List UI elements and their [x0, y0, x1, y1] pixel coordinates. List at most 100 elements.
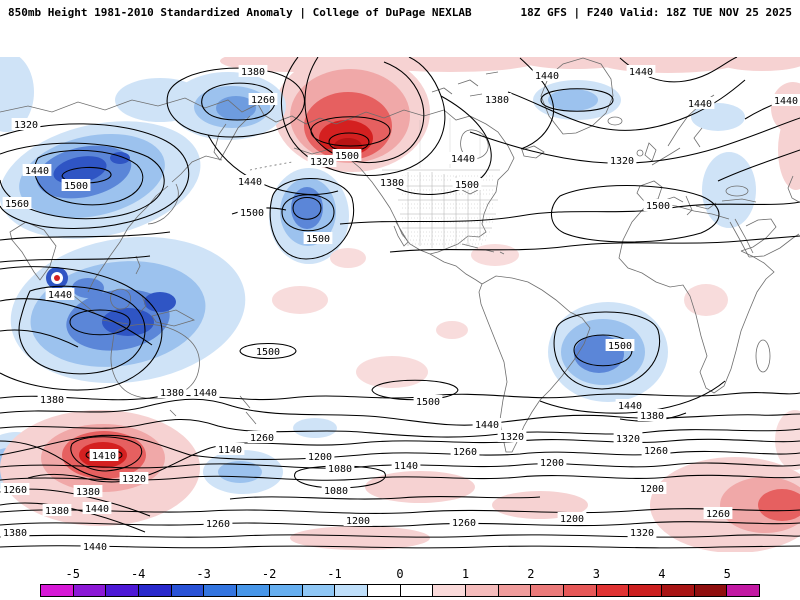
- colorbar-tick-label: 4: [658, 567, 666, 581]
- contour-label: 1500: [64, 181, 88, 192]
- contour-label: 1440: [85, 504, 109, 515]
- contour-label-box: [613, 432, 643, 444]
- contour-label-box: [0, 483, 30, 495]
- colorbar-segment: [400, 585, 434, 596]
- contour-label-box: [413, 395, 443, 407]
- contour-label-box: [82, 502, 112, 514]
- contour-label-box: [237, 206, 267, 218]
- contour-label: 1320: [610, 156, 634, 167]
- contour-label-box: [391, 459, 421, 471]
- colorbar-segment: [269, 585, 303, 596]
- contour-label: 1440: [774, 96, 798, 107]
- contour-label-box: [190, 386, 220, 398]
- contour-label-box: [45, 288, 75, 300]
- colorbar-tick-label: 0: [396, 567, 404, 581]
- contour-label: 1140: [394, 461, 418, 472]
- contour-label: 1380: [241, 67, 265, 78]
- contour-label-box: [448, 152, 478, 164]
- contour-label: 1200: [308, 452, 332, 463]
- coastlines: [0, 57, 800, 453]
- colorbar-segment: [73, 585, 107, 596]
- contour-label-box: [235, 175, 265, 187]
- contour-label-box: [307, 155, 337, 167]
- contour-label: 1320: [122, 474, 146, 485]
- contour-label: 1320: [616, 434, 640, 445]
- contour-label: 1440: [48, 290, 72, 301]
- colorbar-segment: [531, 585, 564, 596]
- contour-label-box: [343, 514, 373, 526]
- contour-label: 1200: [640, 484, 664, 495]
- contour-label: 1080: [328, 464, 352, 475]
- contour-label-box: [253, 345, 283, 357]
- contour-label: 1260: [250, 433, 274, 444]
- contour-label: 1260: [206, 519, 230, 530]
- colorbar: [40, 584, 760, 597]
- contour-label-box: [532, 69, 562, 81]
- contour-label-box: [0, 526, 30, 538]
- colorbar-segment: [139, 585, 172, 596]
- contour-label: 1500: [335, 151, 359, 162]
- contour-label-box: [557, 512, 587, 524]
- colorbar-segment: [662, 585, 695, 596]
- contour-label-box: [605, 339, 635, 351]
- colorbar-tick-label: 1: [461, 567, 470, 581]
- contour-label-box: [497, 430, 527, 442]
- colorbar-segment: [694, 585, 728, 596]
- contour-label: 1380: [3, 528, 27, 539]
- colorbar-segment: [171, 585, 205, 596]
- contour-label: 1560: [5, 199, 29, 210]
- contour-label-box: [482, 93, 512, 105]
- contour-label: 1260: [251, 95, 275, 106]
- contour-label: 1200: [540, 458, 564, 469]
- contour-label: 1380: [45, 506, 69, 517]
- map-title: 850mb Height 1981-2010 Standardized Anom…: [8, 6, 472, 19]
- colorbar-tick-label: -5: [65, 567, 80, 581]
- contour-label-box: [119, 472, 149, 484]
- contour-label: 1320: [630, 528, 654, 539]
- colorbar-segment: [727, 585, 760, 596]
- contour-label-box: [303, 232, 333, 244]
- contour-label: 1200: [346, 516, 370, 527]
- contour-label: 1500: [608, 341, 632, 352]
- contour-label-box: [377, 176, 407, 188]
- contour-label-box: [325, 462, 355, 474]
- contour-label-box: [203, 517, 233, 529]
- contour-label-box: [42, 504, 72, 516]
- colorbar-segment: [41, 585, 74, 596]
- contour-label: 1380: [160, 388, 184, 399]
- contour-label: 1500: [416, 397, 440, 408]
- contour-label: 1380: [640, 411, 664, 422]
- contour-label-box: [2, 197, 32, 209]
- contour-label-box: [449, 516, 479, 528]
- contour-label-box: [247, 431, 277, 443]
- contour-label-box: [637, 482, 667, 494]
- contour-label: 1380: [76, 487, 100, 498]
- contour-label-box: [157, 386, 187, 398]
- colorbar-ticks: -5 -4 -3 -2 -1 0 1 2 3 4 5: [40, 567, 760, 582]
- contour-label-box: [626, 65, 656, 77]
- contour-label-box: [607, 154, 637, 166]
- contour-label: 1500: [455, 180, 479, 191]
- contour-label: 1440: [618, 401, 642, 412]
- contour-label-box: [305, 450, 335, 462]
- contour-label: 1260: [452, 518, 476, 529]
- contour-label-box: [637, 409, 667, 421]
- contour-label: 1440: [451, 154, 475, 165]
- colorbar-tick-label: 5: [723, 567, 731, 581]
- contour-label: 1260: [644, 446, 668, 457]
- colorbar-segment: [498, 585, 532, 596]
- contour-label: 1440: [629, 67, 653, 78]
- contour-label: 1380: [40, 395, 64, 406]
- contour-label: 1140: [218, 445, 242, 456]
- contour-label: 1440: [535, 71, 559, 82]
- contour-label: 1200: [560, 514, 584, 525]
- contour-label: 1440: [83, 542, 107, 552]
- colorbar-segment: [596, 585, 630, 596]
- contour-label: 1500: [240, 208, 264, 219]
- header-bar: 850mb Height 1981-2010 Standardized Anom…: [0, 6, 800, 19]
- contour-label-box: [238, 65, 268, 77]
- contour-label: 1260: [3, 485, 27, 496]
- contour-label: 1500: [256, 347, 280, 358]
- contour-label: 1500: [306, 234, 330, 245]
